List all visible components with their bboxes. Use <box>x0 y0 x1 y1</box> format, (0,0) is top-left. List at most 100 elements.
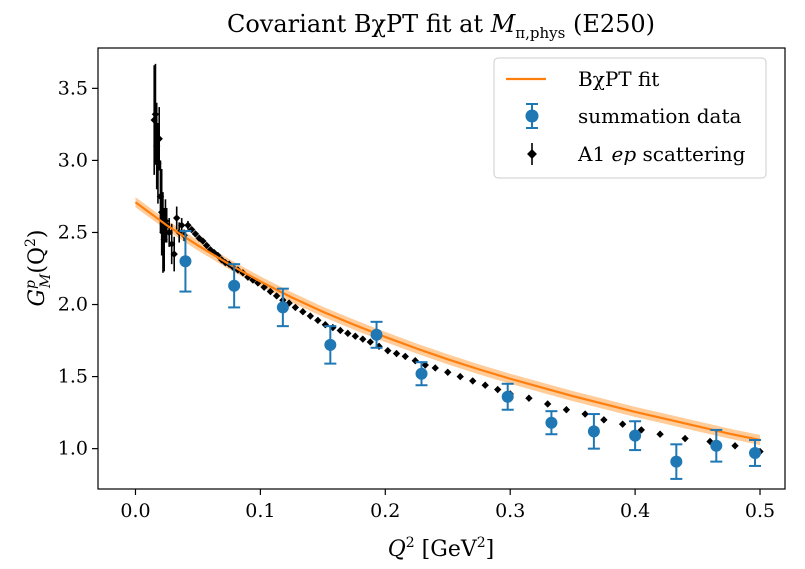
y-tick-label: 3.5 <box>58 77 88 99</box>
summation-point <box>749 439 762 467</box>
a1-marker <box>266 287 275 296</box>
a1-marker <box>562 406 571 414</box>
a1-marker <box>444 368 452 376</box>
summation-point <box>670 443 683 480</box>
summation-point <box>587 413 600 450</box>
ticks-layer: 0.0 0.1 0.2 0.3 0.4 0.5 1.0 1.5 2.0 2.5 3.0 3.5 <box>58 77 775 522</box>
a1-point <box>170 236 178 272</box>
fit-band-layer <box>135 197 761 446</box>
legend-a1-swatch <box>527 143 537 165</box>
a1-marker <box>173 214 181 222</box>
a1-point <box>202 241 211 250</box>
summation-series-layer <box>179 230 762 480</box>
y-tick-label: 2.0 <box>58 294 88 316</box>
a1-marker <box>494 385 502 394</box>
a1-marker <box>151 110 160 118</box>
summation-point <box>415 361 428 387</box>
a1-point <box>173 206 181 230</box>
a1-point <box>494 385 502 394</box>
summation-point <box>545 410 558 436</box>
a1-marker <box>431 364 439 372</box>
a1-marker <box>600 416 608 424</box>
a1-point <box>562 406 571 414</box>
summation-marker <box>501 390 514 403</box>
a1-marker <box>366 338 374 346</box>
legend-box <box>493 57 767 179</box>
chart-title: Covariant BχPT fit at Mπ,phys (E250) <box>227 10 655 42</box>
summation-marker <box>629 429 642 442</box>
a1-point <box>299 308 307 316</box>
a1-point <box>321 321 330 329</box>
a1-point <box>456 372 464 381</box>
fit-uncertainty-band <box>135 197 761 446</box>
a1-marker <box>543 400 552 408</box>
legend-summation-label: summation data <box>578 104 741 128</box>
summation-marker <box>710 439 723 452</box>
a1-marker <box>170 250 178 258</box>
a1-point <box>384 346 392 355</box>
a1-point <box>543 400 552 408</box>
legend-summation-swatch <box>525 103 539 129</box>
axes-frame <box>97 47 786 490</box>
a1-marker <box>351 332 359 340</box>
a1-marker <box>421 361 429 369</box>
x-tick-label: 0.4 <box>620 500 650 522</box>
x-tick-label: 0.3 <box>495 500 525 522</box>
a1-marker <box>314 316 322 325</box>
a1-marker <box>321 321 330 329</box>
a1-point <box>469 377 477 385</box>
a1-marker <box>384 346 392 355</box>
x-tick-label: 0.5 <box>745 500 775 522</box>
x-tick-label: 0.2 <box>370 500 400 522</box>
summation-point <box>710 428 723 463</box>
x-tick-label: 0.0 <box>120 500 150 522</box>
fit-line-layer <box>134 201 761 442</box>
a1-marker <box>202 241 211 250</box>
a1-point <box>731 442 739 450</box>
a1-marker <box>525 394 533 402</box>
a1-point <box>581 410 589 418</box>
a1-marker <box>681 434 689 443</box>
a1-marker <box>469 377 477 385</box>
a1-marker <box>618 420 627 428</box>
summation-marker <box>179 255 192 268</box>
legend-a1-label: A1 ep scattering <box>577 142 746 166</box>
a1-point <box>392 349 401 358</box>
a1-point <box>366 338 374 346</box>
a1-point <box>618 420 627 428</box>
summation-marker <box>324 338 337 351</box>
a1-marker <box>656 430 664 438</box>
a1-marker <box>456 372 464 381</box>
a1-point <box>291 303 300 312</box>
summation-point <box>276 287 289 328</box>
summation-point <box>228 263 241 309</box>
a1-point <box>444 368 452 376</box>
summation-point <box>370 320 383 349</box>
summation-marker <box>415 367 428 380</box>
a1-point <box>336 326 345 335</box>
a1-series-layer <box>150 63 764 456</box>
summation-marker <box>670 455 683 468</box>
a1-marker <box>344 329 352 338</box>
a1-point <box>481 381 489 389</box>
a1-marker <box>481 381 489 389</box>
summation-marker <box>276 301 289 314</box>
a1-point <box>306 312 315 320</box>
a1-marker <box>581 410 589 418</box>
summation-marker <box>370 328 383 341</box>
y-tick-label: 2.5 <box>58 221 88 243</box>
a1-point <box>411 357 419 365</box>
summation-marker <box>587 425 600 438</box>
summation-marker <box>545 416 558 429</box>
summation-point <box>501 382 514 411</box>
a1-marker <box>401 352 409 361</box>
summation-point <box>324 325 337 365</box>
a1-point <box>600 416 608 424</box>
summation-point <box>179 230 192 293</box>
y-axis-label: GpM(Q2) <box>23 229 54 306</box>
y-tick-label: 1.5 <box>58 366 88 388</box>
a1-point <box>525 394 533 402</box>
a1-marker <box>291 303 300 312</box>
